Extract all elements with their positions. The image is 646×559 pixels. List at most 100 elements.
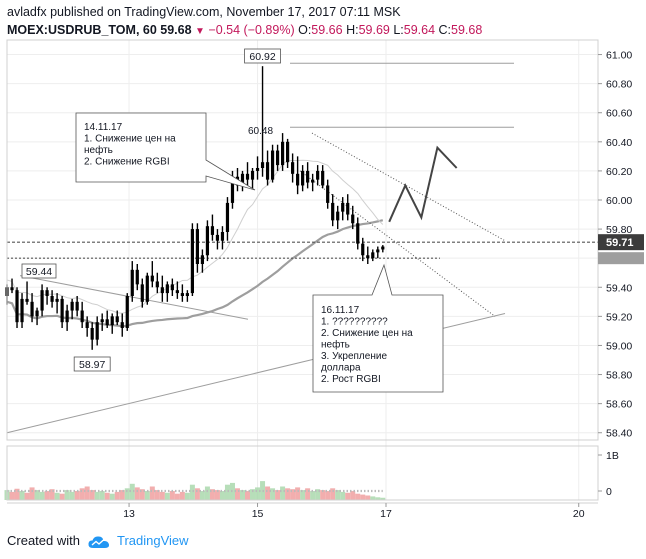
y-tick-label: 60.00 <box>606 195 632 207</box>
volume-bar <box>164 492 170 500</box>
y-tick-label: 59.20 <box>606 311 632 323</box>
candle-body <box>105 319 109 326</box>
candle-body <box>35 310 39 317</box>
candle-body <box>306 170 310 183</box>
high-key: H: <box>346 23 359 37</box>
note1-line: нефть <box>84 144 113 156</box>
chart-header-line2: MOEX:USDRUB_TOM, 60 59.68 ▼ −0.54 (−0.89… <box>7 22 482 40</box>
volume-bar <box>84 486 90 500</box>
note2-callout <box>312 263 444 393</box>
candle-body <box>110 316 114 326</box>
volume-bar <box>330 488 336 500</box>
candle-body <box>270 150 275 180</box>
candle-body <box>70 301 74 311</box>
candle-body <box>80 310 84 323</box>
candle-body <box>180 293 184 296</box>
volume-bar <box>199 491 205 500</box>
left-trend-line <box>19 275 249 320</box>
volume-bar <box>310 491 316 500</box>
candle-body <box>356 223 360 244</box>
volume-bar <box>370 496 376 500</box>
candle-body <box>25 298 29 302</box>
candle-body <box>366 255 370 259</box>
volume-bar <box>14 488 20 500</box>
candle-body <box>341 202 345 212</box>
volume-bar <box>335 490 341 500</box>
candle-body <box>285 141 290 163</box>
volume-bar <box>59 493 65 500</box>
high-label: 60.92 <box>249 51 275 63</box>
y-tick-label: 58.40 <box>606 428 632 440</box>
candle-body <box>205 226 210 256</box>
candle-body <box>371 252 375 259</box>
volume-bar <box>270 488 276 500</box>
author-name[interactable]: avladfx <box>7 5 47 19</box>
symbol-label: MOEX:USDRUB_TOM, 60 <box>7 23 157 37</box>
candle-body <box>10 287 14 291</box>
volume-bar <box>64 490 70 500</box>
channel-top-line <box>311 132 506 242</box>
candle-body <box>40 290 44 311</box>
low-key: L: <box>393 23 404 37</box>
note2-line: доллара <box>321 363 361 374</box>
last-price-tag <box>598 234 644 251</box>
low-label-box <box>73 356 111 372</box>
volume-bar <box>189 484 195 500</box>
volume-bar <box>280 486 286 500</box>
volume-bar <box>234 488 240 500</box>
candle-body <box>190 229 194 294</box>
volume-bar <box>19 491 25 500</box>
volume-bar <box>320 490 326 500</box>
tradingview-brand[interactable]: TradingView <box>117 533 189 548</box>
volume-bar <box>380 497 386 500</box>
published-text: published on TradingView.com, November 1… <box>50 5 401 19</box>
candle-body <box>50 296 54 302</box>
volume-bar <box>159 491 165 500</box>
candle-body <box>175 290 179 294</box>
candle-body <box>225 202 230 232</box>
candle-body <box>20 298 24 323</box>
candle-body <box>130 269 134 296</box>
y-tick-label: 58.80 <box>606 370 632 382</box>
candle-body <box>346 202 350 215</box>
candle-body <box>280 141 285 166</box>
open-key: O: <box>298 23 312 37</box>
footer: Created with TradingView <box>7 533 189 549</box>
candle-body <box>60 298 64 323</box>
volume-tick-label: 0 <box>606 486 612 498</box>
candle-body <box>240 173 245 186</box>
volume-bar <box>174 493 180 500</box>
candle-body <box>250 170 255 180</box>
level-label: 60.48 <box>248 126 273 137</box>
volume-bar <box>350 491 356 500</box>
note2-line: 2. Снижение цен на <box>321 328 413 339</box>
candle-body <box>55 298 59 302</box>
close-key: C: <box>438 23 452 37</box>
left-price-label: 59.44 <box>26 266 52 278</box>
support-price-tag <box>598 252 644 265</box>
candle-body <box>75 301 79 311</box>
candle-body <box>245 173 250 180</box>
low-value: 59.64 <box>403 23 436 37</box>
candle-body <box>195 229 200 264</box>
note2-line: 16.11.17 <box>321 305 360 316</box>
last-price: 59.68 <box>160 23 192 37</box>
volume-bar <box>179 491 185 500</box>
candle-body <box>230 176 235 203</box>
created-with-text: Created with <box>7 533 80 548</box>
candle-body <box>200 255 205 264</box>
volume-bar <box>305 488 311 500</box>
left-label-box <box>21 263 57 279</box>
volume-bar <box>39 491 45 500</box>
candle-body <box>90 328 94 340</box>
y-tick-label: 60.20 <box>606 166 632 178</box>
volume-bar <box>355 493 361 500</box>
candle-body <box>95 322 99 340</box>
volume-bar <box>99 491 105 500</box>
candle-body <box>100 319 104 323</box>
volume-bar <box>154 490 160 500</box>
candle-body <box>185 293 189 296</box>
candle-body <box>316 170 320 180</box>
y-tick-label: 59.80 <box>606 224 632 236</box>
